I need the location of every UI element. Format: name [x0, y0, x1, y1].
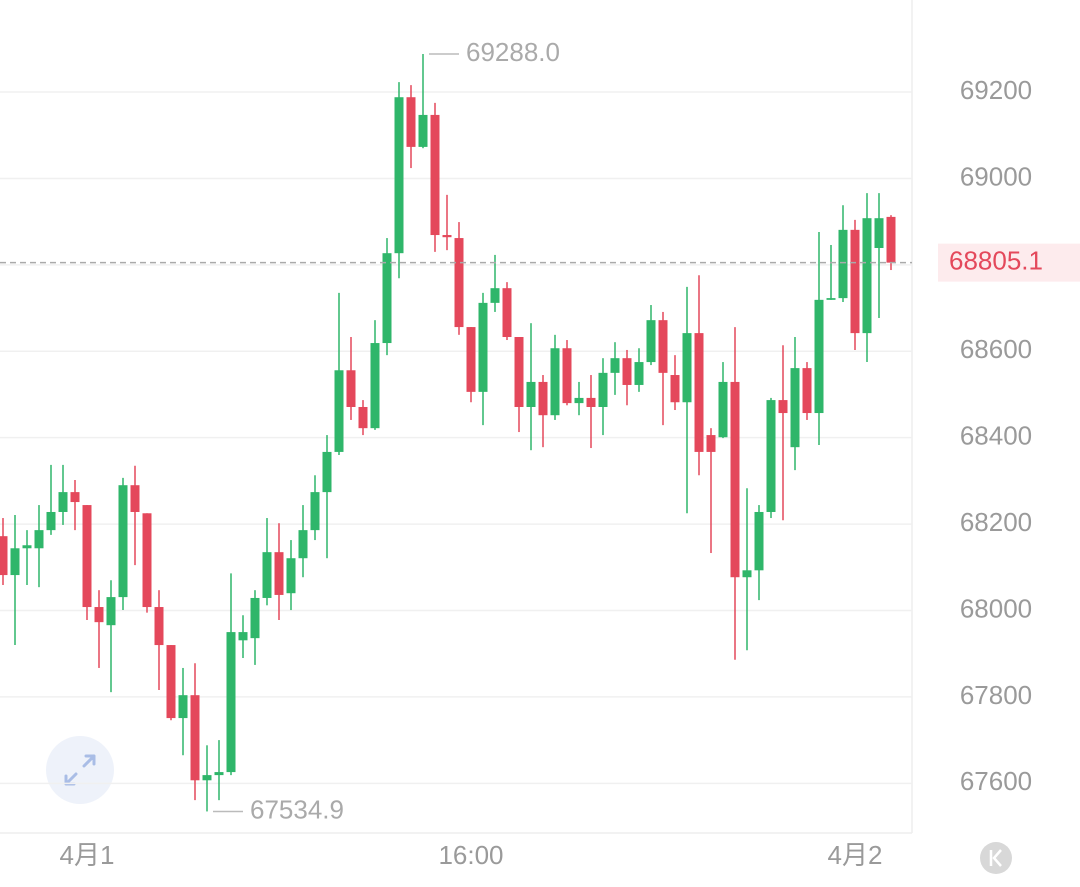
- x-tick-label: 4月1: [60, 840, 115, 870]
- candle-body: [790, 368, 800, 448]
- candle-body: [274, 552, 284, 595]
- candle-body: [550, 348, 560, 416]
- candle-body: [598, 372, 608, 407]
- annotation-label: 69288.0: [466, 37, 560, 67]
- candle-body: [46, 511, 56, 531]
- candle-body: [718, 381, 728, 438]
- candle-body: [310, 492, 320, 531]
- candle-body: [850, 229, 860, 334]
- y-tick-label: 69000: [960, 161, 1032, 191]
- candle-body: [0, 536, 8, 576]
- candle-body: [190, 695, 200, 781]
- candle-body: [178, 695, 188, 719]
- candle-body: [610, 358, 620, 373]
- candle-body: [778, 400, 788, 414]
- candle-body: [694, 333, 704, 452]
- candle-body: [430, 114, 440, 236]
- x-tick-label: 4月2: [828, 840, 883, 870]
- candle-body: [682, 333, 692, 403]
- candle-body: [514, 337, 524, 407]
- candle-body: [370, 343, 380, 429]
- candle-body: [538, 381, 548, 416]
- candle-body: [478, 302, 488, 392]
- candle-body: [334, 370, 344, 452]
- k-button[interactable]: [980, 842, 1012, 874]
- candle-body: [526, 381, 536, 407]
- candle-body: [454, 238, 464, 328]
- candle-body: [502, 288, 512, 338]
- candle-body: [574, 397, 584, 404]
- candle-body: [10, 548, 20, 576]
- annotation-label: 67534.9: [250, 794, 344, 824]
- candle-body: [298, 530, 308, 559]
- candle-body: [802, 368, 812, 414]
- y-tick-label: 68600: [960, 334, 1032, 364]
- y-tick-label: 69200: [960, 75, 1032, 105]
- y-tick-label: 67800: [960, 680, 1032, 710]
- candle-body: [34, 530, 44, 549]
- candle-body: [730, 381, 740, 578]
- candle-body: [358, 406, 368, 429]
- candle-body: [202, 775, 212, 781]
- candle-body: [670, 375, 680, 403]
- candle-body: [394, 97, 404, 254]
- candle-body: [886, 216, 896, 263]
- candle-body: [874, 218, 884, 248]
- candle-body: [106, 597, 116, 626]
- candle-body: [382, 253, 392, 344]
- candle-body: [82, 505, 92, 608]
- candle-body: [58, 492, 68, 512]
- candle-body: [562, 348, 572, 404]
- candle-body: [466, 327, 476, 392]
- candle-body: [70, 492, 80, 503]
- candle-body: [646, 320, 656, 363]
- candle-body: [706, 435, 716, 452]
- candle-body: [286, 558, 296, 594]
- fullscreen-button[interactable]: [46, 736, 114, 804]
- candle-body: [634, 362, 644, 385]
- candle-body: [250, 597, 260, 639]
- candle-body: [442, 235, 452, 238]
- last-price-bg: [938, 243, 1080, 282]
- y-tick-label: 68000: [960, 593, 1032, 623]
- candle-body: [226, 632, 236, 773]
- y-tick-label: 68400: [960, 421, 1032, 451]
- candle-body: [346, 370, 356, 407]
- y-tick-label: 68200: [960, 507, 1032, 537]
- candle-body: [862, 218, 872, 334]
- candle-body: [322, 451, 332, 493]
- candle-body: [130, 485, 140, 512]
- candle-body: [94, 607, 104, 623]
- candle-body: [166, 645, 176, 719]
- candle-body: [418, 114, 428, 147]
- candle-body: [142, 513, 152, 608]
- candle-body: [238, 632, 248, 641]
- candle-body: [754, 511, 764, 571]
- last-price-label: 68805.1: [949, 246, 1043, 276]
- candle-body: [214, 772, 224, 776]
- candle-body: [406, 97, 416, 147]
- candle-body: [838, 229, 848, 299]
- candle-body: [154, 607, 164, 646]
- candle-body: [814, 299, 824, 414]
- candle-body: [766, 400, 776, 512]
- k-button-bg: [980, 842, 1012, 874]
- candle-body: [490, 288, 500, 303]
- candle-body: [118, 485, 128, 598]
- candle-body: [22, 545, 32, 549]
- y-tick-label: 67600: [960, 766, 1032, 796]
- fullscreen-bg: [46, 736, 114, 804]
- candle-body: [262, 552, 272, 598]
- candle-body: [742, 570, 752, 578]
- k-button-icon: [989, 849, 1002, 867]
- candle-body: [586, 397, 596, 407]
- candle-body: [826, 298, 836, 300]
- x-tick-label: 16:00: [438, 840, 503, 870]
- candle-body: [622, 358, 632, 385]
- candle-body: [658, 320, 668, 373]
